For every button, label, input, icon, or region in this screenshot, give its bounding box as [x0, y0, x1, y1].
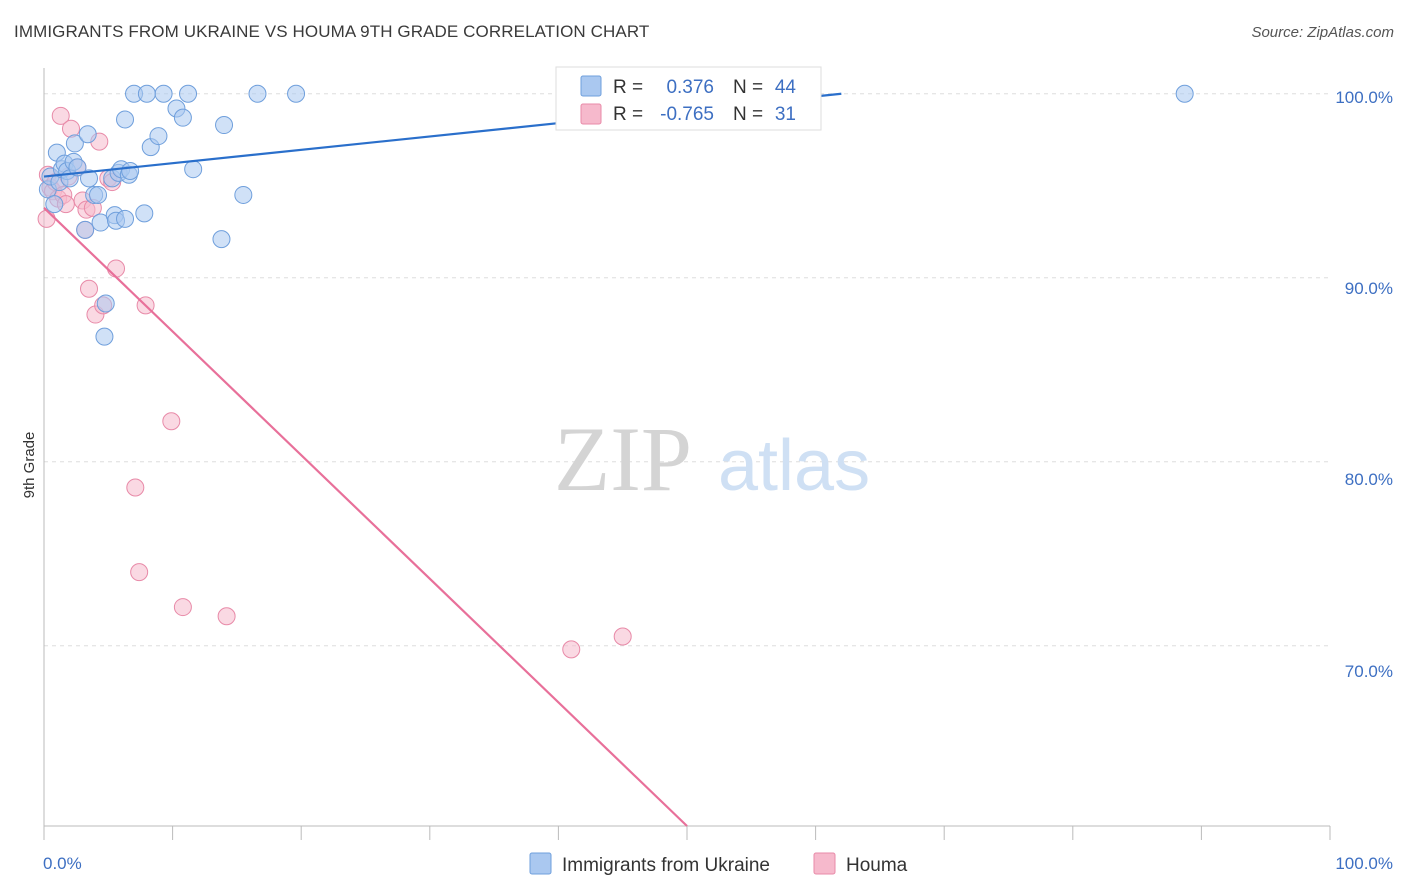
y-tick-label: 80.0% — [1345, 470, 1393, 489]
houma-point — [173, 598, 192, 617]
y-tick-label: 90.0% — [1345, 279, 1393, 298]
x-tick-label: 100.0% — [1335, 854, 1393, 873]
houma-point — [62, 119, 81, 138]
legend-swatch-ukraine — [580, 75, 602, 97]
y-tick-label: 100.0% — [1335, 88, 1393, 107]
ukraine-point — [78, 125, 97, 144]
watermark-zip: ZIP — [554, 408, 692, 510]
ukraine-point — [212, 230, 231, 249]
watermark-atlas: atlas — [718, 426, 870, 506]
ukraine-point — [80, 169, 99, 188]
ukraine-point — [184, 160, 203, 179]
ukraine-point — [121, 162, 140, 181]
y-axis-title: 9th Grade — [21, 432, 38, 499]
ukraine-point — [116, 209, 135, 228]
houma-point — [162, 412, 181, 431]
x-tick-label: 0.0% — [43, 854, 82, 873]
ukraine-point — [287, 84, 306, 103]
legend-r-label: R = — [613, 77, 643, 98]
houma-point — [51, 106, 70, 125]
correlation-legend: R = 0.376 N = 44 R = -0.765 N = 31 — [555, 66, 822, 131]
ukraine-points — [38, 84, 1194, 346]
ukraine-point — [96, 294, 115, 313]
ukraine-point — [179, 84, 198, 103]
ukraine-point — [116, 110, 135, 129]
houma-trend-line — [43, 207, 688, 827]
houma-point — [107, 259, 126, 278]
bottom-legend-label-ukraine: Immigrants from Ukraine — [562, 855, 770, 876]
legend-r-value-ukraine: 0.376 — [666, 77, 714, 98]
ukraine-point — [173, 108, 192, 127]
source-label: Source: ZipAtlas.com — [1251, 24, 1394, 41]
houma-point — [217, 607, 236, 626]
houma-point — [126, 478, 145, 497]
ukraine-point — [45, 195, 64, 214]
x-ticks — [43, 826, 1331, 840]
watermark: ZIP atlas — [554, 408, 870, 510]
ukraine-point — [215, 116, 234, 135]
ukraine-point — [95, 327, 114, 346]
legend-r-value-houma: -0.765 — [660, 104, 714, 125]
ukraine-point — [1175, 84, 1194, 103]
y-tick-label: 70.0% — [1345, 662, 1393, 681]
ukraine-point — [149, 127, 168, 146]
houma-point — [130, 563, 149, 582]
legend-n-label: N = — [733, 104, 763, 125]
houma-point — [613, 627, 632, 646]
houma-point — [562, 640, 581, 659]
legend-n-value-houma: 31 — [775, 104, 796, 125]
legend-r-label: R = — [613, 104, 643, 125]
ukraine-point — [234, 185, 253, 204]
ukraine-point — [76, 220, 95, 239]
bottom-legend-swatch-houma — [813, 852, 836, 875]
ukraine-point — [65, 134, 84, 153]
ukraine-point — [154, 84, 173, 103]
ukraine-point — [89, 185, 108, 204]
legend-swatch-houma — [580, 103, 602, 125]
ukraine-point — [248, 84, 267, 103]
legend-n-value-ukraine: 44 — [775, 77, 797, 98]
ukraine-point — [135, 204, 154, 223]
y-tick-labels: 100.0% 90.0% 80.0% 70.0% — [1335, 88, 1393, 681]
houma-point — [80, 279, 99, 298]
houma-points — [37, 106, 632, 659]
ukraine-point — [137, 84, 156, 103]
chart-title: IMMIGRANTS FROM UKRAINE VS HOUMA 9TH GRA… — [14, 22, 650, 41]
series-legend: Immigrants from Ukraine Houma — [529, 852, 908, 876]
bottom-legend-label-houma: Houma — [846, 855, 908, 876]
legend-n-label: N = — [733, 77, 763, 98]
bottom-legend-swatch-ukraine — [529, 852, 552, 875]
gridlines — [44, 93, 1330, 647]
